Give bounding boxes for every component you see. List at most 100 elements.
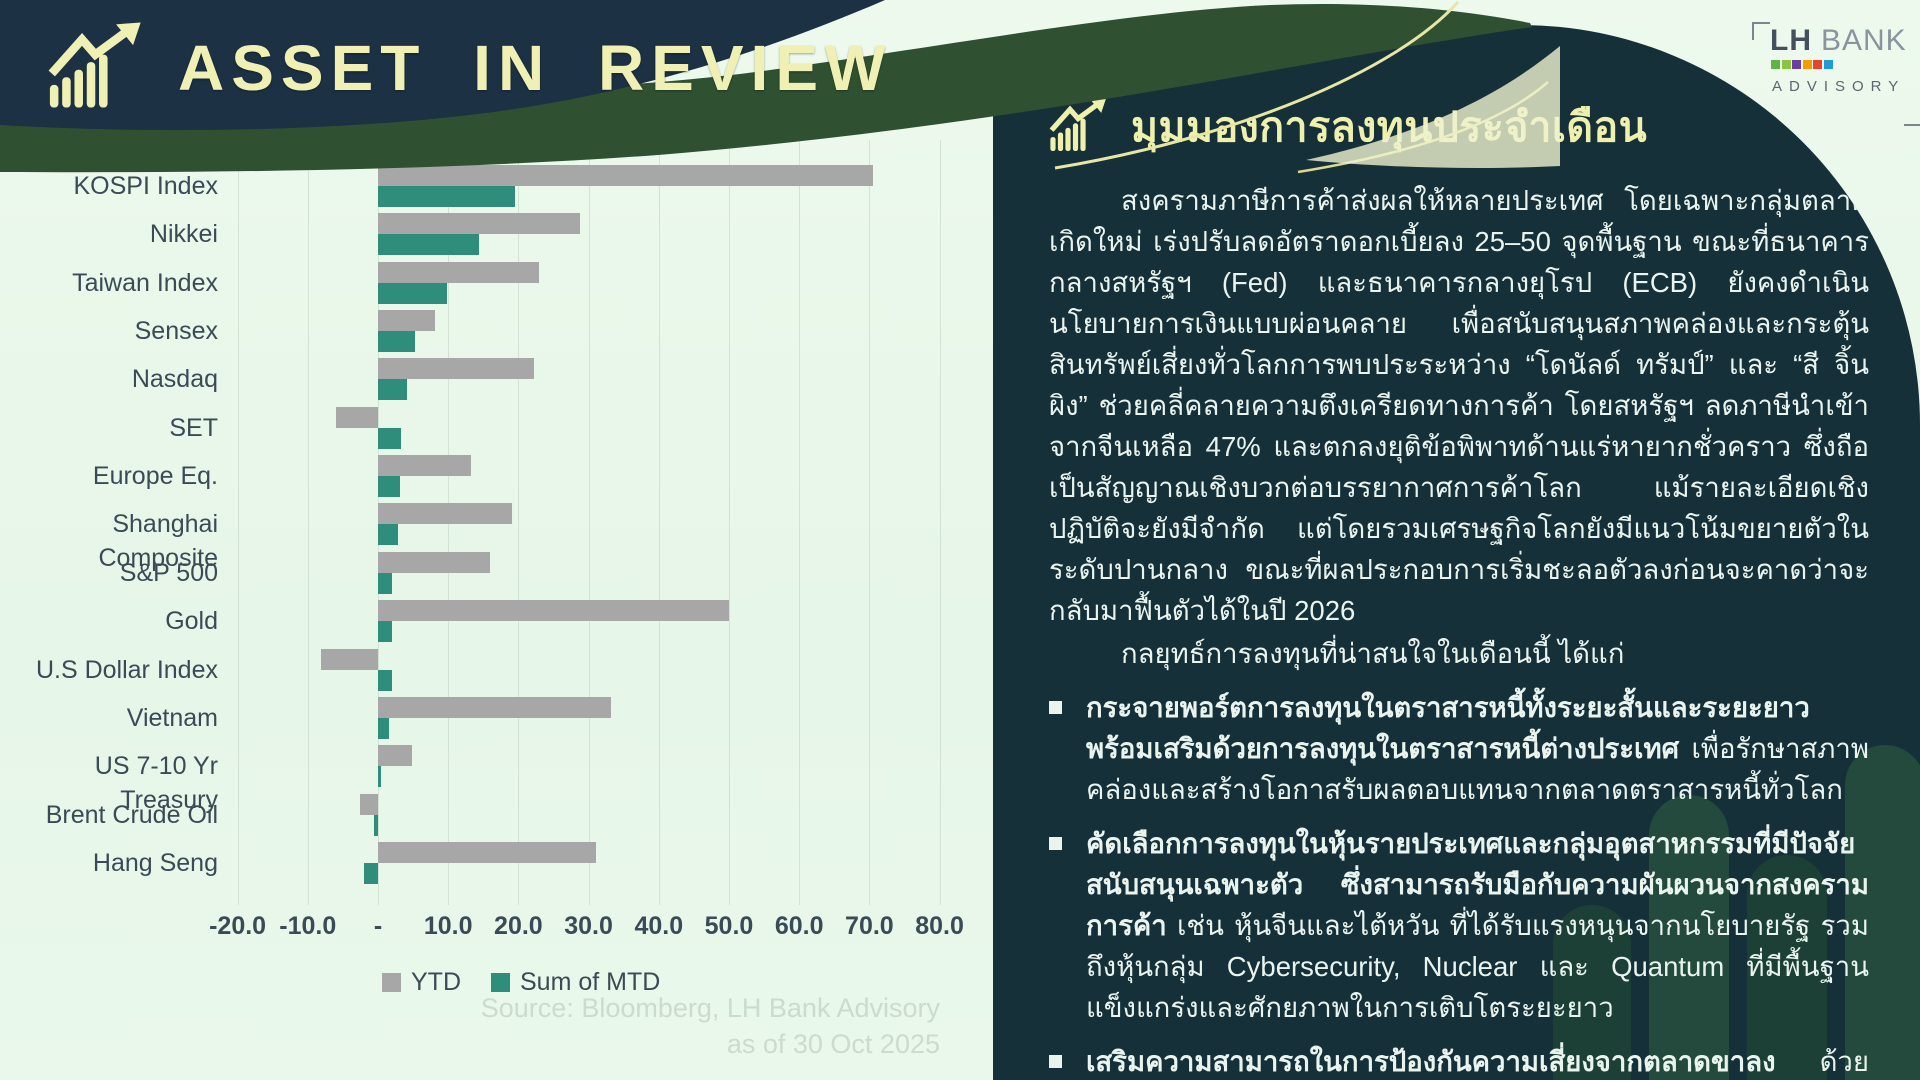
x-axis-tick-label: 10.0 bbox=[423, 912, 473, 940]
gridline bbox=[799, 140, 801, 905]
bar-ytd bbox=[335, 406, 378, 428]
bullet-square-icon bbox=[1049, 1055, 1062, 1068]
bar-ytd bbox=[378, 841, 597, 863]
bullet-square-icon bbox=[1049, 701, 1062, 714]
chart-growth-icon bbox=[1049, 99, 1113, 156]
x-axis-tick-label: 50.0 bbox=[704, 912, 754, 940]
bar-mtd bbox=[378, 282, 447, 304]
bar-mtd bbox=[378, 766, 381, 788]
bar-mtd bbox=[374, 814, 378, 836]
logo-square-icon bbox=[1771, 60, 1780, 69]
bar-ytd bbox=[321, 648, 378, 670]
gridline bbox=[658, 140, 660, 905]
mtd-swatch-icon bbox=[491, 973, 510, 992]
category-label: Sensex bbox=[134, 317, 218, 346]
outlook-paragraph: สงครามภาษีการค้าส่งผลให้หลายประเทศ โดยเฉ… bbox=[1049, 185, 1869, 626]
bar-mtd bbox=[378, 524, 398, 546]
legend-label: Sum of MTD bbox=[520, 968, 661, 996]
gridline bbox=[869, 140, 871, 905]
ytd-swatch-icon bbox=[382, 973, 401, 992]
category-label: Hang Seng bbox=[92, 848, 218, 877]
category-label: U.S Dollar Index bbox=[35, 655, 218, 684]
bar-mtd bbox=[378, 427, 402, 449]
strategy-item: เสริมความสามารถในการป้องกันความเสี่ยงจาก… bbox=[1049, 1041, 1869, 1080]
bar-ytd bbox=[378, 261, 540, 283]
x-axis-tick-label: -20.0 bbox=[209, 912, 267, 940]
bar-ytd bbox=[378, 358, 534, 380]
strategy-bold: เสริมความสามารถในการป้องกันความเสี่ยงจาก… bbox=[1086, 1046, 1776, 1077]
decorative-bar bbox=[1747, 855, 1827, 1080]
bar-ytd bbox=[378, 455, 472, 477]
legend-item-mtd: Sum of MTD bbox=[491, 968, 660, 997]
strategy-bold: กระจายพอร์ตการลงทุนในตราสารหนี้ทั้งระยะส… bbox=[1086, 692, 1810, 764]
bar-ytd bbox=[378, 310, 435, 332]
source-note: Source: Bloomberg, LH Bank Advisory as o… bbox=[460, 990, 940, 1062]
bar-mtd bbox=[378, 669, 393, 691]
bar-mtd bbox=[378, 331, 415, 353]
decorative-bar bbox=[1649, 795, 1729, 1080]
lh-bank-logo: LH BANK ADVISORY bbox=[1752, 22, 1920, 126]
category-label: Brent Crude Oil bbox=[45, 800, 218, 829]
asof-line: as of 30 Oct 2025 bbox=[726, 1029, 940, 1059]
category-label: Nasdaq bbox=[131, 365, 218, 394]
logo-advisory: ADVISORY bbox=[1772, 78, 1906, 95]
category-label: Taiwan Index bbox=[72, 268, 218, 297]
x-axis-tick-label: 70.0 bbox=[845, 912, 894, 940]
x-axis-tick-label: 20.0 bbox=[494, 912, 543, 940]
bar-mtd bbox=[378, 234, 480, 256]
bar-ytd bbox=[378, 696, 612, 718]
bar-mtd bbox=[378, 476, 401, 498]
bar-mtd bbox=[378, 717, 390, 739]
bracket-icon bbox=[1752, 22, 1770, 40]
bar-ytd bbox=[360, 793, 378, 815]
bar-mtd bbox=[378, 379, 408, 401]
panel-title: มุมมองการลงทุนประจำเดือน bbox=[1131, 104, 1648, 150]
decorative-bar bbox=[1845, 745, 1920, 1080]
gridline bbox=[588, 140, 590, 905]
x-axis-tick-label: - bbox=[373, 912, 383, 940]
logo-bank: BANK bbox=[1821, 24, 1907, 57]
gridline bbox=[518, 140, 520, 905]
logo-wordmark: LH BANK bbox=[1752, 24, 1910, 58]
category-label: Gold bbox=[165, 607, 218, 636]
bar-ytd bbox=[378, 600, 729, 622]
gridline bbox=[939, 140, 941, 905]
strategy-list: กระจายพอร์ตการลงทุนในตราสารหนี้ทั้งระยะส… bbox=[1049, 687, 1869, 1080]
bar-ytd bbox=[378, 745, 412, 767]
x-axis-tick-label: 60.0 bbox=[774, 912, 824, 940]
bar-mtd bbox=[363, 862, 378, 884]
category-label: SET bbox=[169, 413, 218, 442]
logo-color-squares-icon bbox=[1771, 60, 1910, 69]
investment-outlook-panel: มุมมองการลงทุนประจำเดือน สงครามภาษีการค้… bbox=[993, 25, 1920, 1080]
bar-mtd bbox=[378, 572, 393, 594]
strategy-bold: คัดเลือกการลงทุนในหุ้นรายประเทศและกลุ่มอ… bbox=[1086, 828, 1869, 941]
strategy-text: เช่น หุ้นจีนและไต้หวัน ที่ได้รับแรงหนุนจ… bbox=[1086, 910, 1869, 1023]
x-axis-tick-label: 30.0 bbox=[564, 912, 613, 940]
gridline bbox=[237, 140, 239, 905]
chart-legend: YTD Sum of MTD bbox=[382, 968, 660, 997]
logo-lh: LH bbox=[1770, 24, 1812, 57]
x-axis-tick-label: 40.0 bbox=[634, 912, 684, 940]
strategy-text: ด้วยการลงทุนในกลยุทธ์ Low Volatility และ… bbox=[1819, 1046, 1869, 1077]
gridline bbox=[307, 140, 309, 905]
strategies-intro: กลยุทธ์การลงทุนที่น่าสนใจในเดือนนี้ ได้แ… bbox=[1121, 638, 1625, 669]
page-title: ASSET IN REVIEW bbox=[178, 31, 893, 104]
strategy-item: กระจายพอร์ตการลงทุนในตราสารหนี้ทั้งระยะส… bbox=[1049, 687, 1869, 810]
bullet-square-icon bbox=[1049, 837, 1062, 850]
chart-growth-icon bbox=[48, 22, 152, 113]
decorative-bar bbox=[1553, 905, 1631, 1080]
bar-ytd bbox=[378, 213, 581, 235]
legend-item-ytd: YTD bbox=[382, 968, 461, 997]
category-label: Vietnam bbox=[126, 703, 218, 732]
logo-square-icon bbox=[1813, 60, 1822, 69]
bar-ytd bbox=[378, 165, 873, 186]
category-label: US 7-10 Yr Treasury bbox=[94, 752, 218, 815]
gridline bbox=[729, 140, 730, 905]
x-axis-tick-label: 80.0 bbox=[915, 912, 964, 940]
logo-square-icon bbox=[1781, 60, 1791, 69]
category-label: Nikkei bbox=[149, 220, 218, 249]
source-line: Source: Bloomberg, LH Bank Advisory bbox=[480, 993, 940, 1023]
category-label: S&P 500 bbox=[119, 558, 218, 587]
asset-returns-bar-chart: YTD Sum of MTD Source: Bloomberg, LH Ban… bbox=[0, 140, 990, 1080]
